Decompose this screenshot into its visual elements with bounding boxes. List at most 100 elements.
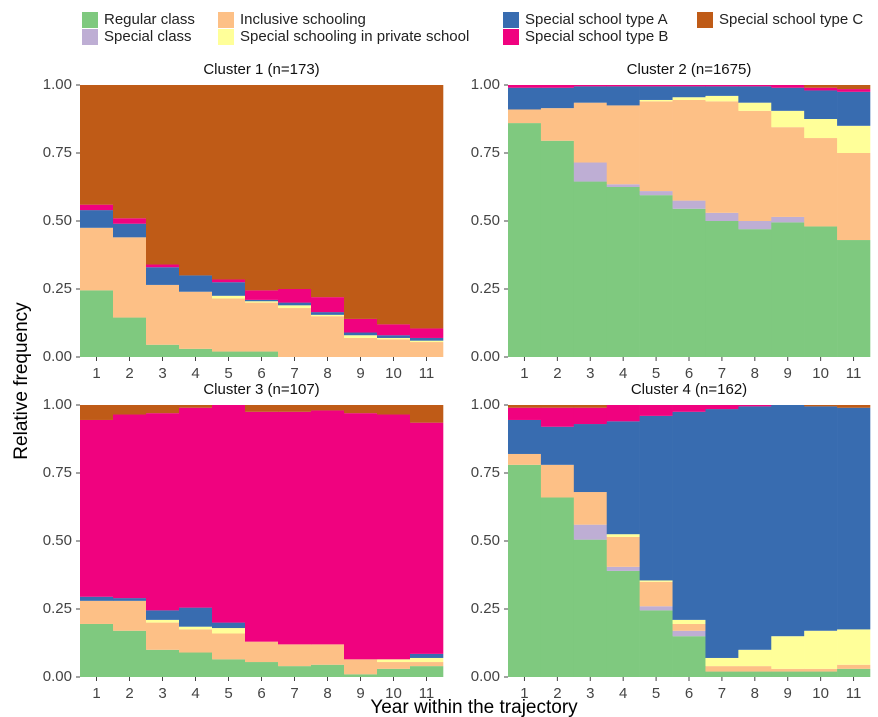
bar-segment	[606, 85, 640, 87]
bar-segment	[804, 90, 838, 119]
bar-segment	[540, 405, 575, 408]
y-tick-label: 1.00	[471, 76, 500, 93]
bar-segment	[212, 628, 246, 634]
bar-segment	[80, 85, 114, 205]
bar-segment	[179, 629, 213, 653]
bar-segment	[738, 221, 772, 230]
bar-segment	[146, 405, 180, 414]
bar-segment	[410, 337, 444, 341]
bar-segment	[639, 191, 673, 196]
bar-segment	[837, 629, 871, 665]
legend-label: Special school type C	[719, 11, 863, 28]
bar-segment	[573, 492, 608, 525]
x-tick-label: 8	[323, 685, 331, 702]
x-tick-label: 6	[257, 365, 265, 382]
bar-segment	[410, 657, 444, 663]
bar-segment	[344, 413, 378, 660]
bar-segment	[705, 671, 739, 677]
bar-segment	[245, 301, 279, 303]
bar-segment	[540, 108, 575, 141]
y-tick-label: 0.75	[43, 144, 72, 161]
bar-segment	[837, 125, 871, 153]
x-tick-label: 6	[257, 685, 265, 702]
bar-segment	[377, 414, 411, 660]
bar-segment	[113, 405, 147, 415]
bar-segment	[804, 138, 838, 227]
bar-segment	[606, 536, 640, 567]
bar-segment	[771, 87, 805, 111]
bar-segment	[705, 86, 739, 96]
bar-segment	[344, 674, 378, 677]
bar-segment	[146, 622, 180, 650]
bar-segment	[245, 299, 279, 302]
bar-segment	[377, 337, 411, 340]
bar-segment	[245, 351, 279, 357]
bar-segment	[837, 668, 871, 677]
bar-segment	[606, 534, 640, 537]
panel-title: Cluster 3 (n=107)	[203, 381, 319, 398]
legend-swatch	[503, 12, 519, 28]
bar-segment	[508, 123, 542, 357]
bar-segment	[606, 86, 640, 106]
bar-segment	[804, 119, 838, 139]
bar-segment	[278, 666, 312, 677]
bar-segment	[245, 662, 279, 677]
bar-segment	[311, 410, 345, 645]
bar-segment	[606, 566, 640, 571]
bar-segment	[804, 87, 838, 91]
bar-segment	[771, 636, 805, 669]
bar-segment	[344, 332, 378, 336]
bar-segment	[672, 85, 706, 87]
y-axis-label: Relative frequency	[11, 302, 32, 460]
legend-label: Special schooling in private school	[240, 28, 469, 45]
y-tick-label: 0.50	[471, 532, 500, 549]
x-tick-label: 3	[586, 685, 594, 702]
bar-segment	[113, 630, 147, 677]
x-tick-label: 10	[385, 685, 402, 702]
bar-segment	[113, 223, 147, 238]
x-tick-label: 3	[158, 365, 166, 382]
y-tick-label: 1.00	[43, 76, 72, 93]
bar-segment	[540, 464, 575, 498]
x-tick-label: 4	[191, 365, 199, 382]
bar-segment	[278, 405, 312, 412]
y-tick-label: 0.75	[471, 144, 500, 161]
bar-segment	[573, 424, 608, 493]
bar-segment	[738, 229, 772, 357]
bar-segment	[804, 630, 838, 669]
bar-segment	[573, 181, 608, 357]
x-tick-label: 10	[812, 365, 829, 382]
bar-segment	[508, 405, 542, 408]
bar-segment	[606, 405, 640, 422]
x-tick-label: 9	[784, 365, 792, 382]
bar-segment	[672, 630, 706, 637]
bar-segment	[573, 86, 608, 103]
bar-segment	[573, 405, 608, 408]
bar-segment	[639, 581, 673, 607]
legend-label: Special class	[104, 28, 192, 45]
x-axis-label: Year within the trajectory	[370, 697, 578, 717]
bar-segment	[278, 308, 312, 357]
bar-segment	[672, 208, 706, 357]
bar-segment	[344, 659, 378, 675]
bar-segment	[672, 405, 706, 412]
bar-segment	[705, 409, 739, 658]
bar-segment	[508, 85, 542, 88]
bar-segment	[573, 524, 608, 540]
bar-segment	[410, 328, 444, 338]
legend-swatch	[503, 29, 519, 45]
y-tick-label: 0.50	[43, 532, 72, 549]
bar-segment	[573, 539, 608, 677]
bar-segment	[804, 405, 838, 407]
bar-segment	[771, 127, 805, 217]
bar-segment	[113, 600, 147, 631]
y-tick-label: 1.00	[43, 396, 72, 413]
bar-segment	[278, 411, 312, 645]
legend-swatch	[218, 29, 234, 45]
bar-segment	[212, 622, 246, 629]
bar-segment	[837, 405, 871, 408]
bar-segment	[540, 87, 575, 109]
bar-segment	[672, 97, 706, 100]
bar-segment	[606, 570, 640, 677]
